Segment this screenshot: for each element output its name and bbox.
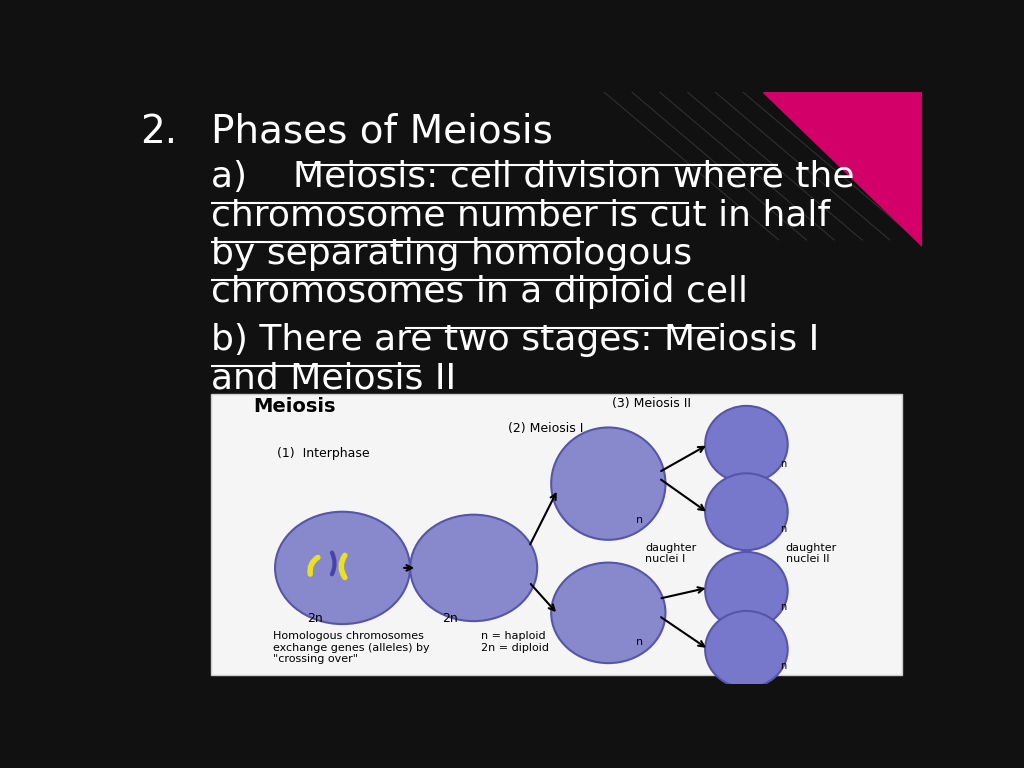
Text: n: n xyxy=(636,515,643,525)
Text: b) There are two stages: Meiosis I: b) There are two stages: Meiosis I xyxy=(211,323,819,357)
Text: (1)  Interphase: (1) Interphase xyxy=(276,447,370,460)
Ellipse shape xyxy=(411,515,538,621)
Text: a)    Meiosis: cell division where the: a) Meiosis: cell division where the xyxy=(211,161,855,194)
Text: n: n xyxy=(780,524,786,534)
Text: n: n xyxy=(636,637,643,647)
Text: 2.: 2. xyxy=(140,113,177,151)
Ellipse shape xyxy=(706,406,787,483)
Ellipse shape xyxy=(706,473,787,550)
Text: n = haploid
2n = diploid: n = haploid 2n = diploid xyxy=(480,631,549,653)
Bar xyxy=(211,394,902,674)
Text: and Meiosis II: and Meiosis II xyxy=(211,361,457,396)
Text: daughter
nuclei II: daughter nuclei II xyxy=(785,543,837,564)
Text: Phases of Meiosis: Phases of Meiosis xyxy=(211,113,553,151)
Text: 2n: 2n xyxy=(307,612,323,625)
Ellipse shape xyxy=(706,611,787,688)
Text: chromosomes in a diploid cell: chromosomes in a diploid cell xyxy=(211,276,749,310)
Text: Homologous chromosomes
exchange genes (alleles) by
"crossing over": Homologous chromosomes exchange genes (a… xyxy=(273,631,430,664)
Text: chromosome number is cut in half: chromosome number is cut in half xyxy=(211,199,830,233)
Text: (2) Meiosis I: (2) Meiosis I xyxy=(508,422,584,435)
Polygon shape xyxy=(763,92,922,246)
Ellipse shape xyxy=(551,428,666,540)
Text: 2n: 2n xyxy=(441,612,458,625)
Text: n: n xyxy=(780,602,786,612)
Text: Meiosis: Meiosis xyxy=(253,396,335,415)
Text: (3) Meiosis II: (3) Meiosis II xyxy=(611,396,691,409)
Ellipse shape xyxy=(706,552,787,629)
Text: daughter
nuclei I: daughter nuclei I xyxy=(645,543,696,564)
Text: n: n xyxy=(780,459,786,469)
Text: by separating homologous: by separating homologous xyxy=(211,237,692,271)
Ellipse shape xyxy=(551,563,666,663)
Ellipse shape xyxy=(275,511,410,624)
Text: n: n xyxy=(780,661,786,671)
